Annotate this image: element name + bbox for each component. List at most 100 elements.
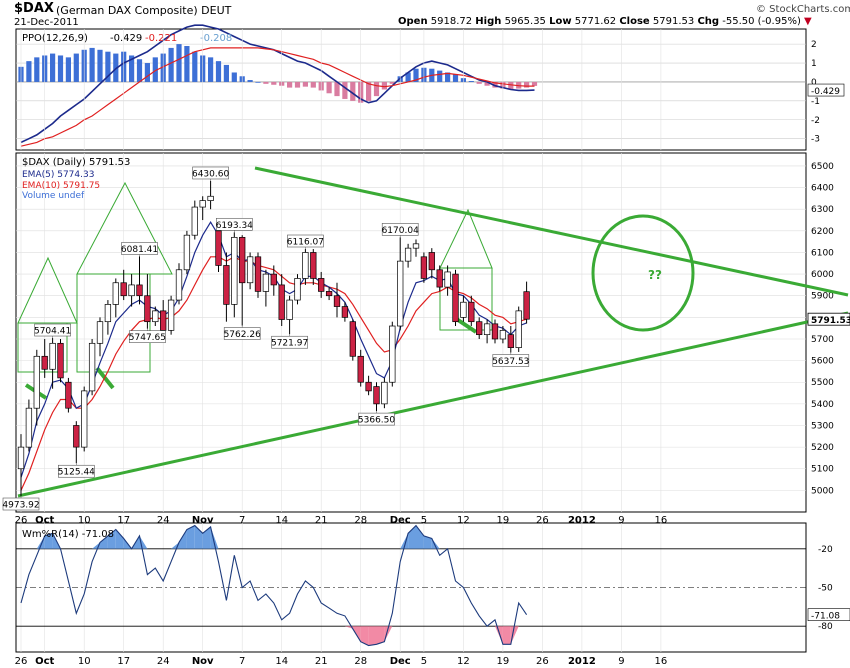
ppo-histogram-bar [531, 81, 538, 86]
ppo-value-label: -0.429 [811, 87, 840, 97]
candle-body [128, 284, 135, 297]
x-axis-label: Oct [35, 656, 54, 667]
x-axis-label: 2012 [568, 656, 596, 667]
ppo-histogram-bar [413, 68, 419, 82]
price-tick-label: 5200 [811, 443, 834, 453]
ppo-histogram-bar [144, 63, 150, 82]
candle-body [428, 252, 435, 271]
candle-body [460, 301, 467, 318]
brand-logo[interactable]: © StockCharts.com [756, 4, 850, 15]
price-label-text: 5721.97 [271, 339, 308, 349]
price-tick-label: 5100 [811, 465, 834, 475]
last-price-box [807, 312, 850, 326]
candle-body [239, 236, 246, 284]
high-label: High [475, 16, 502, 27]
candle-body [452, 273, 459, 323]
ppo-histogram-bar [255, 81, 261, 83]
ppo-panel [15, 28, 807, 151]
down-arrow-icon: ▼ [804, 16, 812, 27]
ppo-histogram-bar [97, 49, 103, 82]
candle-body [436, 269, 443, 288]
candle-body [357, 355, 364, 383]
williams-oversold-fill [368, 626, 377, 646]
candle-body [215, 230, 222, 266]
price-label-box [192, 166, 229, 180]
candle-body [144, 295, 151, 323]
ppo-tick-label: -2 [811, 116, 820, 126]
ppo-histogram-bar [208, 57, 214, 82]
candle-body [120, 282, 127, 297]
candle-body [420, 256, 428, 279]
pattern-box [76, 274, 151, 373]
candle-body [270, 273, 277, 286]
pattern-triangle [17, 256, 78, 324]
price-label-text: 5704.41 [34, 327, 71, 337]
ppo-histogram-bar [176, 44, 182, 82]
candle-body [373, 386, 380, 405]
candle-body [476, 321, 483, 336]
ppo-histogram-bar [389, 81, 395, 84]
candle-body [199, 200, 206, 208]
x-axis-label: 24 [157, 656, 170, 667]
candle-body [412, 243, 420, 249]
x-axis-label: Dec [390, 656, 411, 667]
question-annotation: ?? [648, 268, 662, 282]
ppo-histogram-bar [129, 55, 135, 82]
price-tick-label: 5000 [811, 486, 834, 496]
price-label-text: 6116.07 [287, 238, 324, 248]
price-label-text: 6081.41 [121, 245, 158, 255]
candle-body [491, 323, 499, 340]
williams-overbought-fill [416, 525, 424, 549]
x-axis-label: 12 [457, 515, 470, 526]
candle-body [389, 325, 396, 383]
price-label-box [34, 323, 71, 337]
x-axis-label: 16 [655, 515, 668, 526]
chg-value: -55.50 (-0.95%) [722, 16, 801, 27]
price-tick-label: 6200 [811, 227, 834, 237]
symbol: $DAX [14, 1, 54, 16]
last-price-label: 5791.53 [811, 316, 850, 326]
price-label-box [271, 335, 308, 349]
high-value: 5965.35 [504, 16, 546, 27]
candle-body [254, 256, 262, 292]
candle-body [191, 206, 198, 236]
x-axis-label: Nov [192, 515, 214, 526]
ppo-histogram-bar [34, 57, 40, 82]
ppo-histogram-bar [381, 81, 387, 90]
ppo-histogram-bar [215, 61, 222, 82]
ppo-histogram-bar [136, 59, 143, 82]
ppo-histogram-bar [302, 81, 308, 87]
ppo-histogram-bar [342, 81, 348, 99]
williams-oversold-fill [360, 626, 369, 646]
ppo-histogram-bar [524, 81, 530, 88]
x-axis-label: Oct [35, 515, 54, 526]
company-name: (German DAX Composite) [56, 4, 198, 17]
ppo-histogram-bar [73, 53, 79, 82]
candle-body [25, 407, 33, 448]
x-axis-label: 14 [275, 515, 288, 526]
price-tick-label: 5900 [811, 292, 834, 302]
ppo-histogram-bar [452, 74, 459, 82]
williams-overbought-fill [100, 535, 108, 549]
x-axis-label: 28 [354, 515, 367, 526]
date-label: 21-Dec-2011 [14, 17, 79, 28]
price-tick-label: 5600 [811, 357, 834, 367]
williams-overbought-fill [210, 526, 219, 549]
price-tick-label: 5500 [811, 378, 834, 388]
candle-body [365, 381, 372, 392]
ppo-histogram-bar [65, 57, 71, 82]
ppo-histogram-bar [484, 81, 490, 86]
x-axis-label: 9 [618, 515, 624, 526]
price-label-text: 4973.92 [2, 501, 39, 511]
ppo-histogram-bar [373, 81, 380, 97]
candle-body [207, 195, 214, 201]
x-axis-label: 12 [457, 656, 470, 667]
x-axis-label: 26 [536, 656, 549, 667]
candle-body [17, 446, 25, 470]
candle-body [262, 273, 270, 292]
candle-body [302, 252, 309, 279]
x-axis-label: 10 [78, 515, 91, 526]
ppo-histogram-bar [50, 53, 56, 82]
ppo-histogram-bar [247, 80, 253, 82]
candle-body [160, 310, 167, 331]
